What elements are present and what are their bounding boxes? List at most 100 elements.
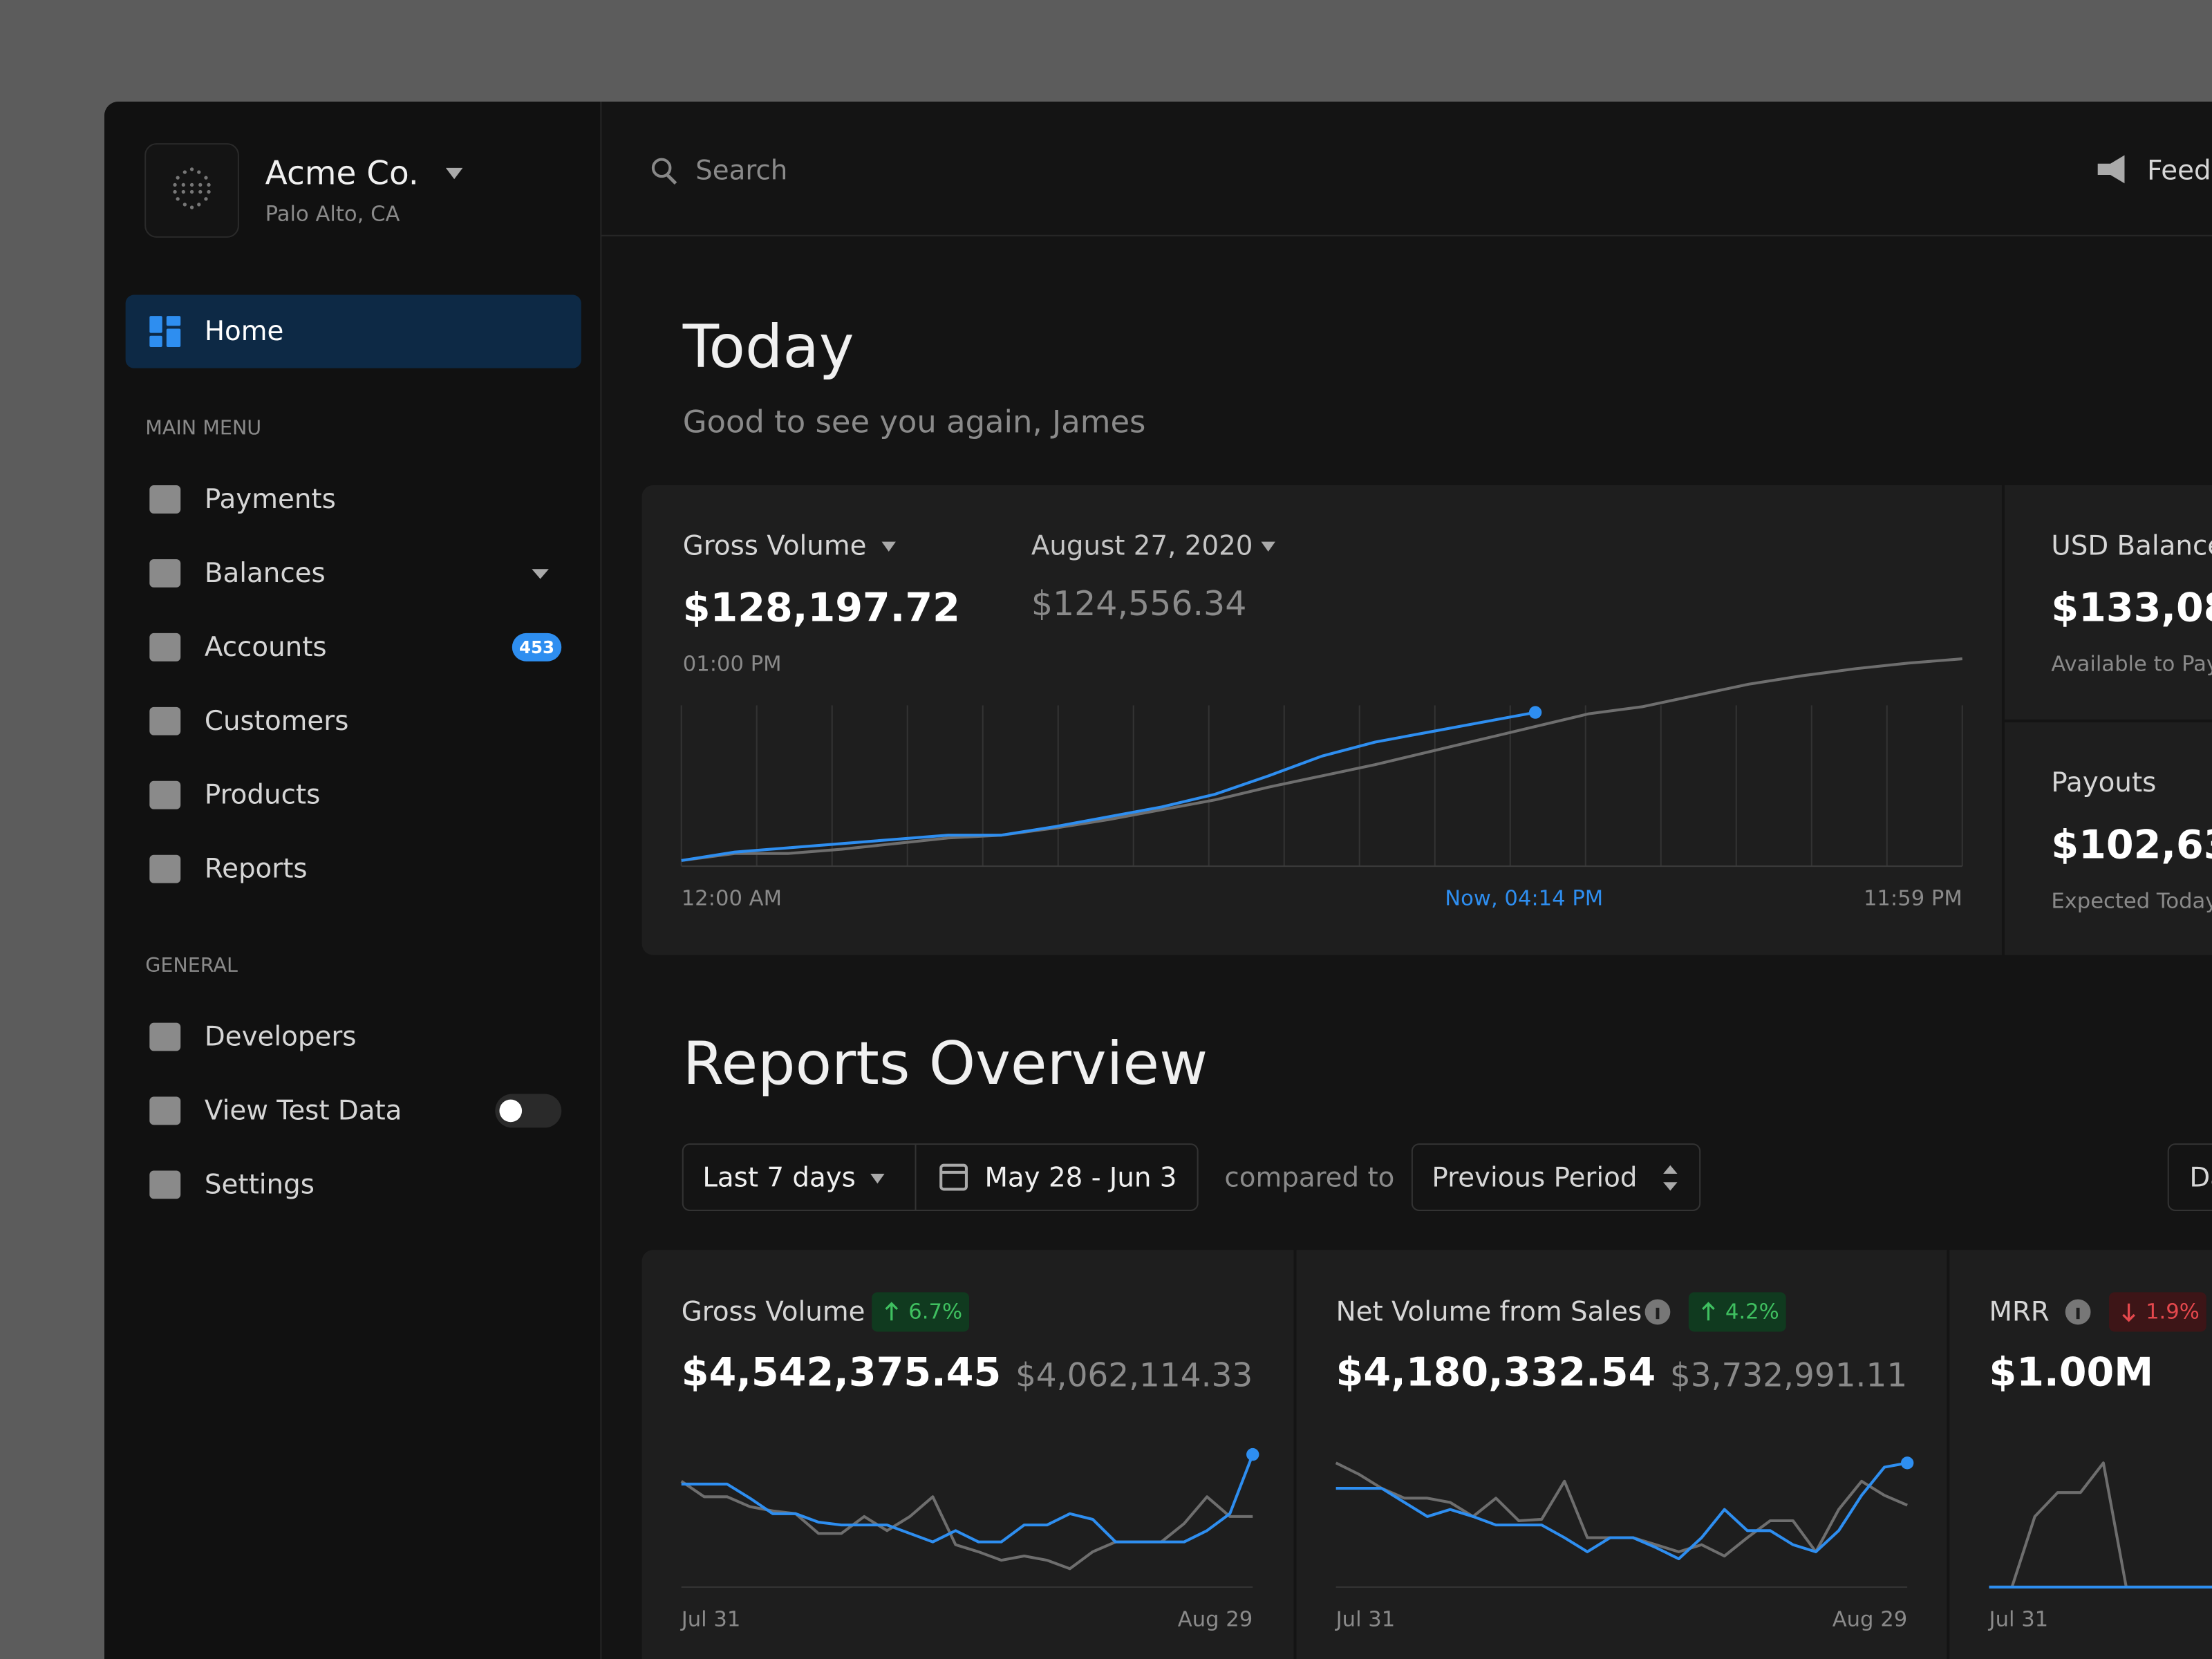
compare-line [681,657,1962,862]
metric-time: 01:00 PM [683,653,782,677]
search-icon [651,158,672,178]
section-heading: GENERAL [145,953,238,977]
nav-icon [149,780,181,809]
nav-icon [149,1170,181,1199]
nav-item[interactable]: Products [205,780,320,811]
info-icon-mark [1656,1307,1660,1320]
nav-icon [149,632,181,662]
nav-item[interactable]: View Test Data [205,1095,402,1126]
change-badge [872,1292,970,1332]
nav-icon [149,854,181,883]
card-value: $4,180,332.54 [1336,1350,1656,1396]
compare-text: compared to [1224,1163,1394,1194]
compare-label[interactable]: August 27, 2020 [1031,530,1253,561]
card-compare-value: $4,062,114.33 [1015,1356,1253,1394]
x-axis-label: 11:59 PM [1864,887,1962,911]
company-name: Acme Co. [265,155,419,193]
change-arrow [2122,1303,2135,1322]
today-line [681,711,1536,862]
company-dropdown[interactable] [445,167,463,180]
x-axis-label: 12:00 AM [682,887,782,911]
search-input[interactable]: Search [695,155,787,186]
page-subtitle: Good to see you again, James [683,404,1146,440]
card-label[interactable]: Net Volume from Sales [1336,1296,1642,1327]
date-range[interactable]: May 28 - Jun 3 [984,1163,1177,1194]
end-dot [1901,1456,1914,1470]
info-icon-mark [2076,1307,2080,1320]
comparison-arrows [1663,1165,1678,1191]
card-label[interactable]: Gross Volume [682,1296,865,1327]
change-arrow [885,1302,899,1321]
nav-item[interactable]: Developers [205,1022,357,1053]
end-dot [1246,1447,1259,1461]
comparison-select[interactable] [1411,1143,1701,1212]
balance-value: $102,63 [2051,822,2212,868]
nav-icon [149,706,181,735]
section-title: Reports Overview [683,1029,1208,1098]
more-label[interactable]: Da [2189,1163,2212,1194]
nav-icon [149,1022,181,1051]
balance-note: Expected Today [2051,890,2212,914]
metric-dropdown[interactable] [881,541,896,552]
range-value[interactable]: Last 7 days [702,1163,856,1194]
nav-item[interactable]: Payments [205,484,336,515]
company-location: Palo Alto, CA [265,203,400,227]
change-badge [2109,1292,2206,1332]
change-arrow [1702,1302,1715,1321]
balance-label: Payouts [2051,767,2156,798]
more-button[interactable] [2167,1143,2212,1212]
search-icon-handle [666,174,677,185]
metric-value: $128,197.72 [683,585,960,631]
nav-badge-count: 453 [519,637,554,657]
sidebar [104,101,601,1659]
page-title: Today [682,312,854,382]
card-value: $1.00M [1989,1350,2154,1396]
feedback-icon[interactable] [2097,155,2125,184]
card-label[interactable]: MRR [1989,1296,2050,1327]
card-value: $4,542,375.45 [682,1350,1002,1396]
change-value: 6.7% [908,1300,962,1324]
balance-value: $133,08 [2051,585,2212,631]
x-axis-label: Aug 29 [1833,1607,1907,1631]
nav-item[interactable]: Balances [205,558,326,589]
card-compare-value: $3,732,991.11 [1670,1356,1907,1394]
x-axis-label: Now, 04:14 PM [1445,887,1603,911]
nav-icon [149,1096,181,1125]
date-dropdown[interactable] [1261,541,1275,552]
change-value: 4.2% [1725,1300,1779,1324]
toggle-knob [499,1099,523,1123]
nav-item[interactable]: Accounts [205,632,327,663]
comparison-value[interactable]: Previous Period [1432,1163,1637,1194]
balance-note: Available to Pay [2051,653,2212,677]
nav-icon [149,485,181,514]
x-axis-label: Jul 31 [680,1607,741,1631]
previous-line [1989,1461,2212,1588]
nav-item[interactable]: Settings [205,1169,315,1200]
today-card [641,485,2212,955]
section-heading: MAIN MENU [145,415,261,439]
range-dropdown[interactable] [870,1173,885,1184]
nav-item[interactable]: Home [205,316,283,347]
change-value: 1.9% [2146,1300,2200,1324]
change-badge [1688,1292,1786,1332]
home-icon [149,316,181,348]
nav-item[interactable]: Reports [205,854,308,885]
metric-label[interactable]: Gross Volume [683,530,867,561]
home-nav-active[interactable] [125,294,581,368]
x-axis-label: Jul 31 [1335,1607,1396,1631]
feedback-button[interactable]: Feed [2147,155,2211,186]
now-dot [1528,706,1542,719]
nav-item[interactable]: Customers [205,706,349,737]
range-picker[interactable] [682,1143,1199,1212]
nav-icon [149,559,181,588]
calendar-icon [939,1163,968,1191]
balance-label: USD Balance [2051,530,2212,561]
nav-dropdown[interactable] [532,569,549,579]
compare-value: $124,556.34 [1031,584,1247,624]
current-line [681,1454,1255,1544]
x-axis-label: Aug 29 [1178,1607,1253,1631]
current-line [1335,1461,1908,1561]
logo-dots [173,167,211,209]
